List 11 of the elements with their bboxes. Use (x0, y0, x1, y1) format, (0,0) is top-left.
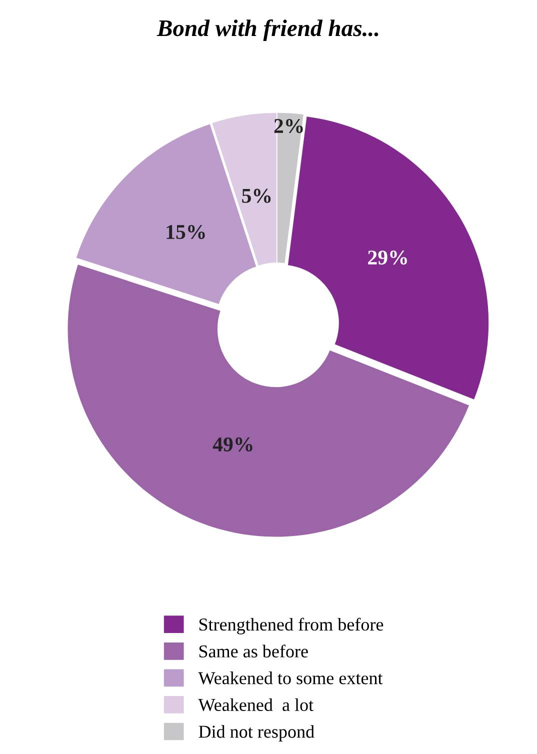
legend-label: Weakened a lot (198, 698, 314, 712)
legend-label: Strengthened from before (199, 618, 384, 634)
legend-label: Weakened to some extent (198, 672, 383, 684)
legend-label: Did not respond (198, 725, 314, 742)
data-label: 49% (212, 437, 252, 452)
data-label: 15% (166, 224, 205, 240)
chart-title: Bond with friend has... (156, 19, 378, 41)
data-label: 5% (242, 188, 271, 203)
legend-label: Same as before (199, 644, 308, 658)
data-label: 2% (274, 118, 303, 134)
data-label: 29% (368, 250, 407, 265)
